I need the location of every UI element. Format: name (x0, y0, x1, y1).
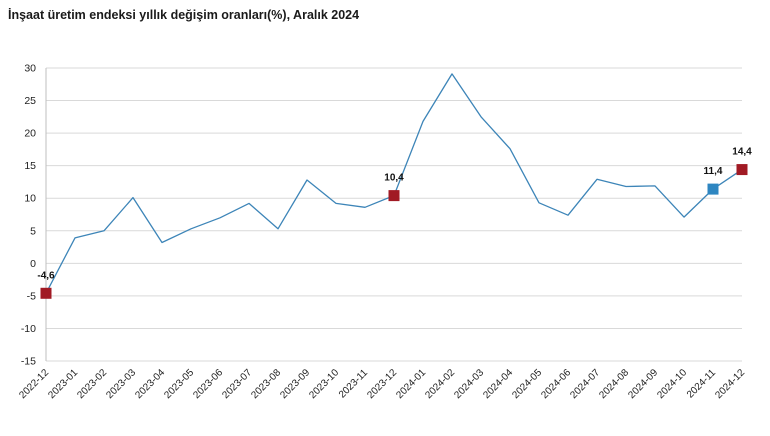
data-labels: -4,6 10,4 11,4 14,4 (37, 147, 752, 282)
y-tick-label: 15 (24, 160, 36, 172)
x-tick-label: 2023-02 (75, 367, 109, 401)
y-tick-label: -5 (27, 290, 36, 302)
y-tick-label: 10 (24, 193, 36, 205)
x-tick-label: 2023-11 (337, 367, 371, 401)
x-tick-label: 2023-01 (46, 367, 80, 401)
x-tick-label: 2024-11 (685, 367, 719, 401)
highlight-marker (736, 164, 748, 176)
x-tick-label: 2024-03 (452, 367, 486, 401)
y-axis-ticks: 30 25 20 15 10 5 0 -5 -10 -15 (21, 63, 36, 368)
x-tick-label: 2024-12 (713, 367, 747, 401)
y-tick-label: -15 (21, 356, 36, 368)
x-tick-label: 2024-04 (481, 367, 515, 401)
x-tick-label: 2023-09 (278, 367, 312, 401)
x-tick-label: 2023-12 (365, 367, 399, 401)
x-tick-label: 2024-08 (597, 367, 631, 401)
data-label: 11,4 (704, 166, 723, 177)
x-tick-label: 2024-10 (655, 367, 689, 401)
y-tick-label: -10 (21, 323, 36, 335)
y-tick-label: 5 (30, 225, 36, 237)
x-axis-ticks: 2022-122023-012023-022023-032023-042023-… (17, 367, 747, 401)
x-tick-label: 2023-04 (133, 367, 167, 401)
highlight-markers (40, 164, 748, 299)
y-tick-label: 30 (24, 63, 36, 75)
x-tick-label: 2024-07 (568, 367, 602, 401)
x-tick-label: 2022-12 (17, 367, 51, 401)
x-tick-label: 2023-07 (220, 367, 254, 401)
y-tick-label: 25 (24, 95, 36, 107)
data-label: 10,4 (384, 173, 404, 184)
grid-lines (45, 67, 742, 362)
data-label: -4,6 (37, 270, 55, 281)
y-tick-label: 0 (30, 258, 36, 270)
highlight-marker (388, 190, 400, 202)
highlight-marker (707, 183, 719, 195)
highlight-marker (40, 287, 52, 299)
x-tick-label: 2024-01 (394, 367, 428, 401)
x-tick-label: 2023-10 (307, 367, 341, 401)
x-tick-label: 2024-06 (539, 367, 573, 401)
x-tick-label: 2024-02 (423, 367, 457, 401)
x-tick-label: 2023-05 (162, 367, 196, 401)
x-tick-label: 2024-09 (626, 367, 660, 401)
x-tick-label: 2023-06 (191, 367, 225, 401)
chart-title: İnşaat üretim endeksi yıllık değişim ora… (8, 8, 360, 22)
y-tick-label: 20 (24, 128, 36, 140)
x-tick-label: 2024-05 (510, 367, 544, 401)
x-tick-label: 2023-08 (249, 367, 283, 401)
data-label: 14,4 (732, 147, 752, 158)
x-tick-label: 2023-03 (104, 367, 138, 401)
